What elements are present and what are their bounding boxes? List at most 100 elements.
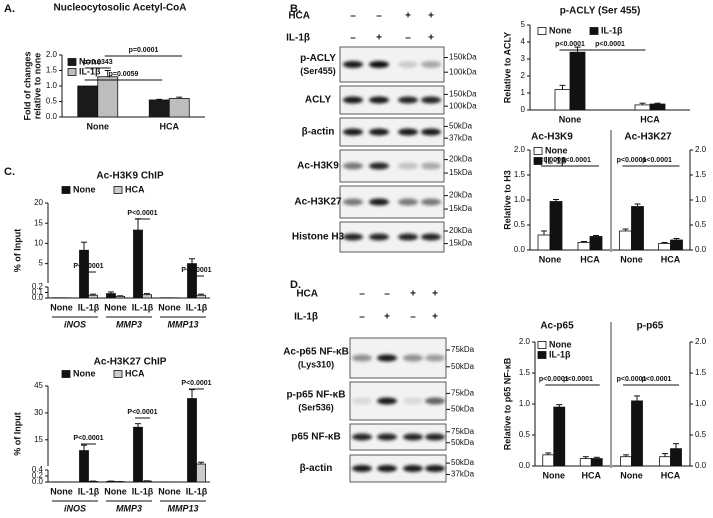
significance-label: P<0.0001 [127,409,157,416]
y-axis-label: Relative to H3 [502,170,512,230]
panel-label: C. [4,166,15,178]
legend-label: IL-1β [601,25,623,35]
bar [670,448,682,467]
condition-sign: + [405,11,411,22]
blot-band [403,465,423,472]
y-tick-label: 20 [34,198,43,207]
y-tick-label: 45 [34,381,43,390]
chart-title: Nucleocytosolic Acetyl-CoA [54,3,187,14]
condition-sign: – [410,312,416,323]
y-tick-label: 1.5 [695,368,707,377]
blot-band [421,233,441,241]
condition-sign: + [432,312,438,323]
blot-band [398,198,418,206]
blot-band [398,61,418,68]
y-tick-label: 2.0 [695,145,707,154]
legend-swatch [67,58,77,66]
y-tick-label: 1.5 [46,66,58,75]
y-tick-label: 4 [521,37,526,46]
legend-swatch [61,370,71,378]
y-tick-label: 2 [521,71,526,80]
condition-sign: + [384,312,390,323]
y-tick-label: 0.0 [514,245,526,254]
legend-swatch [537,351,547,359]
group-label: MMP3 [116,319,142,329]
bar [634,104,651,111]
y-tick-label: 2.0 [46,50,58,59]
blot-band [377,465,397,472]
legend-swatch [113,186,123,194]
condition-sign: + [376,33,382,44]
y-tick-label: 0.5 [519,430,531,439]
bar [537,234,551,251]
chart-title: Ac-H3K27 [624,132,672,143]
legend-label: None [79,56,102,66]
marker-label: 100kDa [449,101,477,110]
condition-label: IL-1β [286,33,310,44]
significance-label: p<0.0001 [642,157,672,164]
blot-sublabel: (Ser536) [298,402,334,412]
significance-label: p=0.0001 [129,47,159,54]
x-tick-label: HCA [580,254,600,264]
legend-label: IL-1β [549,349,571,359]
blot-band [425,433,445,441]
bar [590,458,603,467]
y-axis-label: Relative to ACLY [502,32,512,103]
condition-sign: – [350,11,356,22]
x-tick-label: IL-1β [186,302,208,312]
significance-label: P<0.0001 [127,210,157,217]
significance-label: p<0.0001 [535,157,565,164]
x-tick-label: HCA [582,470,602,480]
x-tick-label: HCA [160,121,180,131]
significance-label: p=0.0343 [83,59,113,66]
chart-title: Ac-H3K9 ChIP [96,171,164,182]
legend-label: IL-1β [79,66,101,76]
significance-label: p<0.0001 [539,376,569,383]
significance-label: p<0.0001 [563,376,593,383]
bar [79,249,89,299]
x-tick-label: HCA [661,470,681,480]
blot-band [425,354,445,362]
y-axis-label: relative to none [32,53,42,120]
x-tick-label: None [158,486,181,496]
y-tick-label: 0.1 [32,288,44,297]
x-tick-label: IL-1β [132,302,154,312]
condition-sign: – [359,289,365,300]
condition-label: HCA [296,289,318,300]
bar [88,294,98,299]
bar [106,293,116,299]
blot-band [343,96,363,104]
group-label: MMP13 [167,319,198,329]
bar [148,99,170,118]
y-tick-label: 0.0 [519,461,531,470]
chart-title: Ac-H3K27 ChIP [94,357,167,368]
blot-band [403,354,423,362]
y-tick-label: 2.0 [695,337,707,346]
blot-band [343,233,363,241]
blot-band [343,198,363,206]
legend-label: None [549,25,572,35]
group-label: iNOS [64,319,86,329]
legend-swatch [533,157,543,165]
x-tick-label: None [104,486,127,496]
blot-band [369,61,389,68]
bar [631,206,644,251]
y-tick-label: 1 [521,88,526,97]
y-tick-label: 1.5 [695,170,707,179]
blot-band [352,397,372,405]
panel-label: D. [290,279,301,291]
y-tick-label: 0.0 [32,477,44,486]
significance-label: p<0.0001 [595,41,625,48]
panel-label: B. [290,3,301,15]
blot-label: Histone H3 [292,232,345,243]
marker-label: 20kDa [449,191,473,200]
marker-label: 37kDa [449,133,473,142]
x-tick-label: None [620,254,643,264]
condition-label: HCA [288,11,310,22]
y-tick-label: 30 [34,408,43,417]
marker-label: 15kDa [449,239,473,248]
x-tick-label: None [50,486,73,496]
x-tick-label: IL-1β [78,302,100,312]
marker-label: 50kDa [451,404,475,413]
bar [649,103,666,111]
